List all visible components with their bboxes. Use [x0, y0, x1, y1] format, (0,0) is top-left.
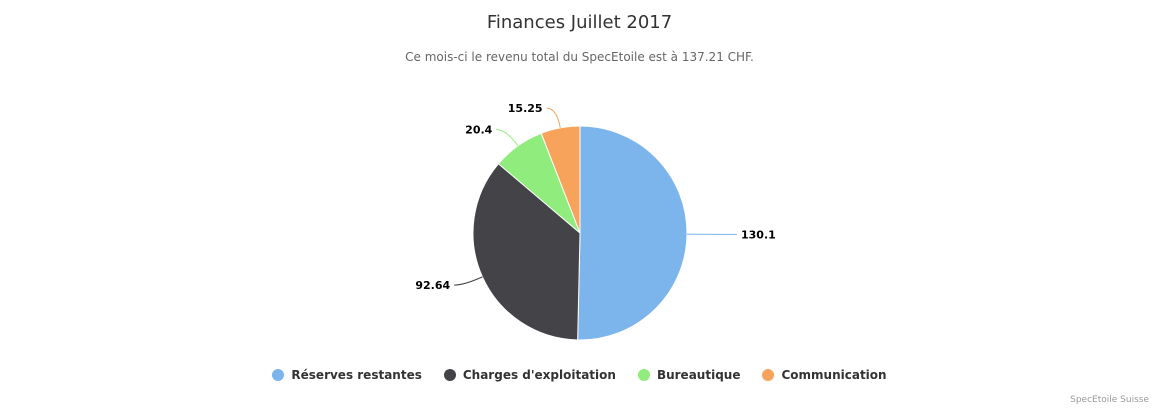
credits-link[interactable]: SpecEtoile Suisse	[1070, 395, 1149, 405]
legend-label-reserves: Réserves restantes	[291, 368, 422, 382]
legend-item-communication[interactable]: Communication	[762, 368, 887, 382]
legend-item-charges[interactable]: Charges d'exploitation	[443, 368, 616, 382]
connector-communication	[546, 107, 561, 128]
data-label-bureautique: 20.4	[465, 124, 492, 137]
pie-slice-reserves[interactable]	[577, 125, 688, 341]
legend-item-bureautique[interactable]: Bureautique	[637, 368, 741, 382]
data-label-reserves: 130.1	[741, 228, 776, 241]
legend-marker-bureautique	[637, 369, 650, 381]
data-label-charges: 92.64	[415, 279, 450, 292]
connector-bureautique	[496, 129, 519, 147]
legend-marker-reserves	[272, 369, 285, 381]
chart-title: Finances Juillet 2017	[486, 12, 673, 33]
legend-marker-communication	[762, 369, 775, 381]
data-label-communication: 15.25	[508, 102, 543, 115]
legend-label-bureautique: Bureautique	[656, 368, 741, 382]
legend-item-reserves[interactable]: Réserves restantes	[272, 368, 422, 382]
pie-slice-communication[interactable]	[540, 125, 581, 234]
connector-charges	[454, 276, 483, 286]
legend-marker-charges	[443, 369, 456, 381]
legend-label-charges: Charges d'exploitation	[462, 368, 616, 382]
chart-subtitle: Ce mois-ci le revenu total du SpecEtoile…	[405, 50, 754, 64]
legend-label-communication: Communication	[781, 368, 887, 382]
chart-legend: Réserves restantes Charges d'exploitatio…	[0, 368, 1159, 382]
